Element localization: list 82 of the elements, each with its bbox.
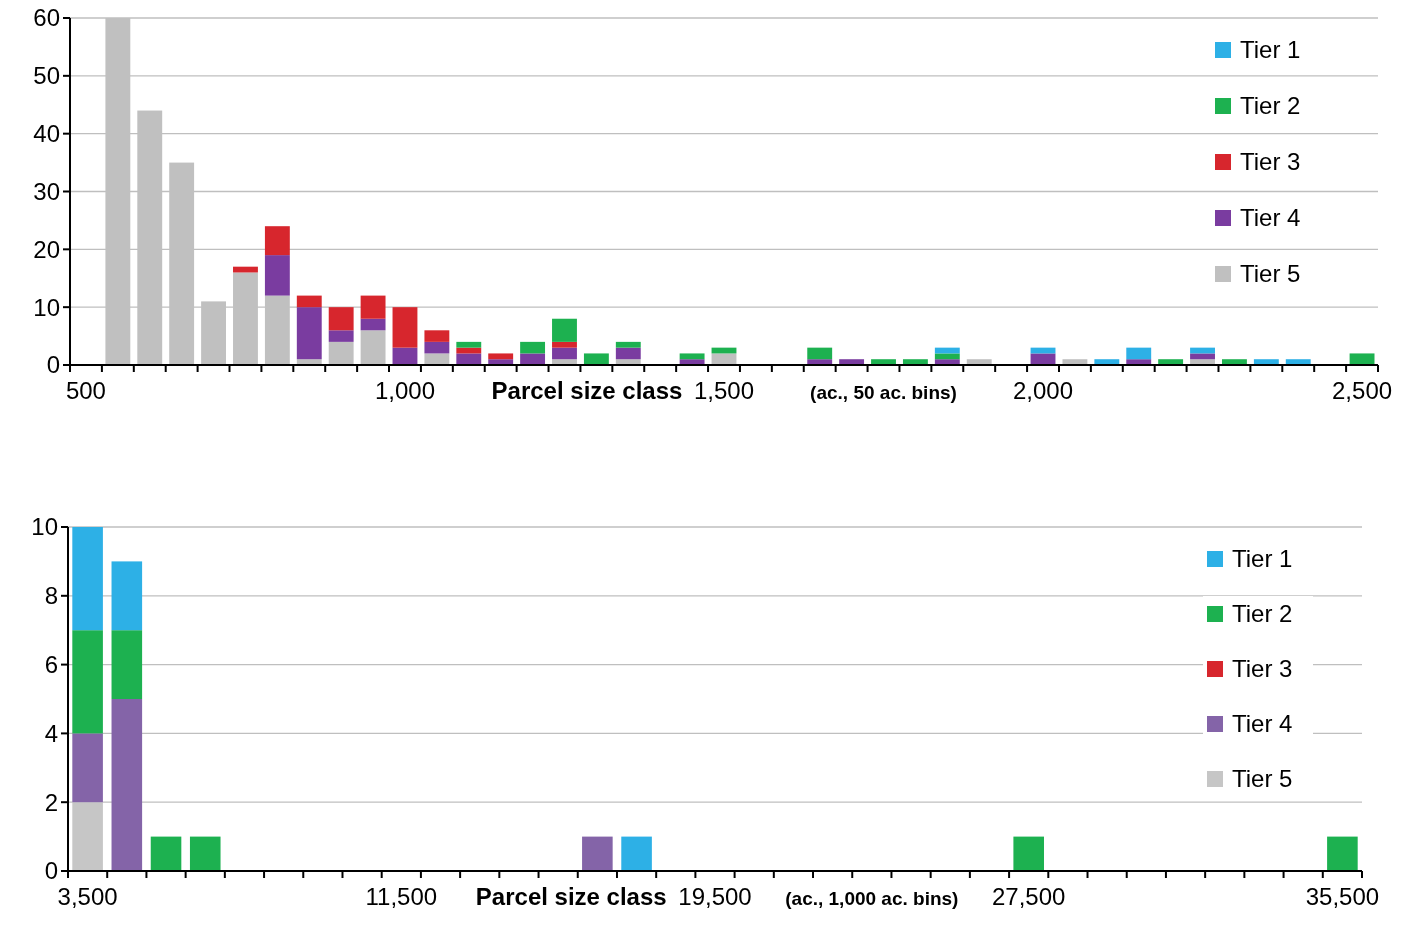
text: (ac., 1,000 ac. bins) <box>785 888 959 909</box>
bar <box>424 353 450 365</box>
y-tick-label: 30 <box>33 177 60 205</box>
x-tick-label: 2,500 <box>1332 377 1393 404</box>
bar <box>807 347 833 360</box>
legend-label: Tier 4 <box>1240 204 1301 232</box>
bar <box>520 353 546 365</box>
x-tick-label: 11,500 <box>365 883 438 910</box>
bar <box>360 295 386 319</box>
bar <box>72 630 103 734</box>
bar <box>934 353 960 360</box>
x-axis-title: Parcel size class <box>475 883 667 910</box>
bar <box>615 347 641 360</box>
legend-label: Tier 2 <box>1232 600 1293 628</box>
y-tick-label: 50 <box>33 62 60 90</box>
y-tick-label: 6 <box>44 651 58 678</box>
bar <box>456 341 482 348</box>
bar <box>615 341 641 348</box>
bar <box>392 307 418 348</box>
x-tick-label: 3,500 <box>57 883 118 910</box>
bar <box>360 330 386 365</box>
bar <box>111 630 143 699</box>
bar <box>264 255 290 296</box>
x-tick-label: 27,500 <box>991 883 1066 910</box>
bar <box>1190 353 1215 360</box>
legend-label: Tier 5 <box>1232 765 1293 793</box>
bar <box>424 341 450 354</box>
bar <box>520 341 546 354</box>
bar <box>111 699 143 871</box>
bar <box>296 295 322 308</box>
bar <box>679 353 705 360</box>
y-tick-label: 4 <box>44 719 58 747</box>
bar <box>711 353 737 365</box>
bar <box>583 353 609 365</box>
bar <box>456 353 482 365</box>
x-tick-label: 500 <box>65 377 106 404</box>
bar <box>111 561 143 631</box>
x-tick-label: 1,500 <box>693 377 755 404</box>
bar <box>1013 836 1044 871</box>
legend-label: Tier 4 <box>1232 710 1293 738</box>
bar <box>621 836 652 871</box>
legend-label: Tier 1 <box>1232 545 1293 573</box>
x-tick-label: 35,500 <box>1305 883 1380 910</box>
y-tick-label: 8 <box>44 582 58 610</box>
y-tick-label: 0 <box>44 857 58 885</box>
bar <box>360 318 386 331</box>
bar <box>552 341 577 348</box>
legend-label: Tier 3 <box>1232 655 1293 683</box>
y-tick-label: 10 <box>31 513 58 541</box>
bar <box>552 318 577 342</box>
y-tick-label: 2 <box>44 788 58 816</box>
bar <box>424 330 450 342</box>
bar <box>552 347 577 360</box>
y-tick-label: 60 <box>33 4 60 32</box>
legend-label: Tier 5 <box>1240 260 1301 288</box>
bar <box>72 733 103 803</box>
y-tick-label: 20 <box>33 235 60 263</box>
legend-label: Tier 2 <box>1240 92 1301 120</box>
bar <box>296 307 322 360</box>
text: (ac., 50 ac. bins) <box>810 382 957 403</box>
bar <box>582 836 613 871</box>
legend-label: Tier 1 <box>1240 36 1301 64</box>
bar <box>1126 347 1152 360</box>
bar <box>328 307 354 331</box>
x-tick-label: 19,500 <box>678 883 752 910</box>
y-tick-label: 40 <box>33 120 60 148</box>
legend-label: Tier 3 <box>1240 148 1301 176</box>
bar <box>189 836 221 871</box>
bar <box>264 226 290 256</box>
bar <box>1349 353 1375 365</box>
x-tick-label: 1,000 <box>374 377 436 404</box>
bar <box>328 330 354 342</box>
bar <box>150 836 182 871</box>
y-tick-label: 10 <box>33 293 60 321</box>
y-tick-label: 0 <box>46 351 60 379</box>
bar <box>328 341 354 365</box>
bar <box>72 527 103 631</box>
x-axis-title: Parcel size class <box>491 377 683 404</box>
x-tick-label: 2,000 <box>1012 377 1074 404</box>
bar <box>488 353 514 360</box>
bar <box>1327 836 1358 871</box>
bar <box>1030 353 1056 365</box>
